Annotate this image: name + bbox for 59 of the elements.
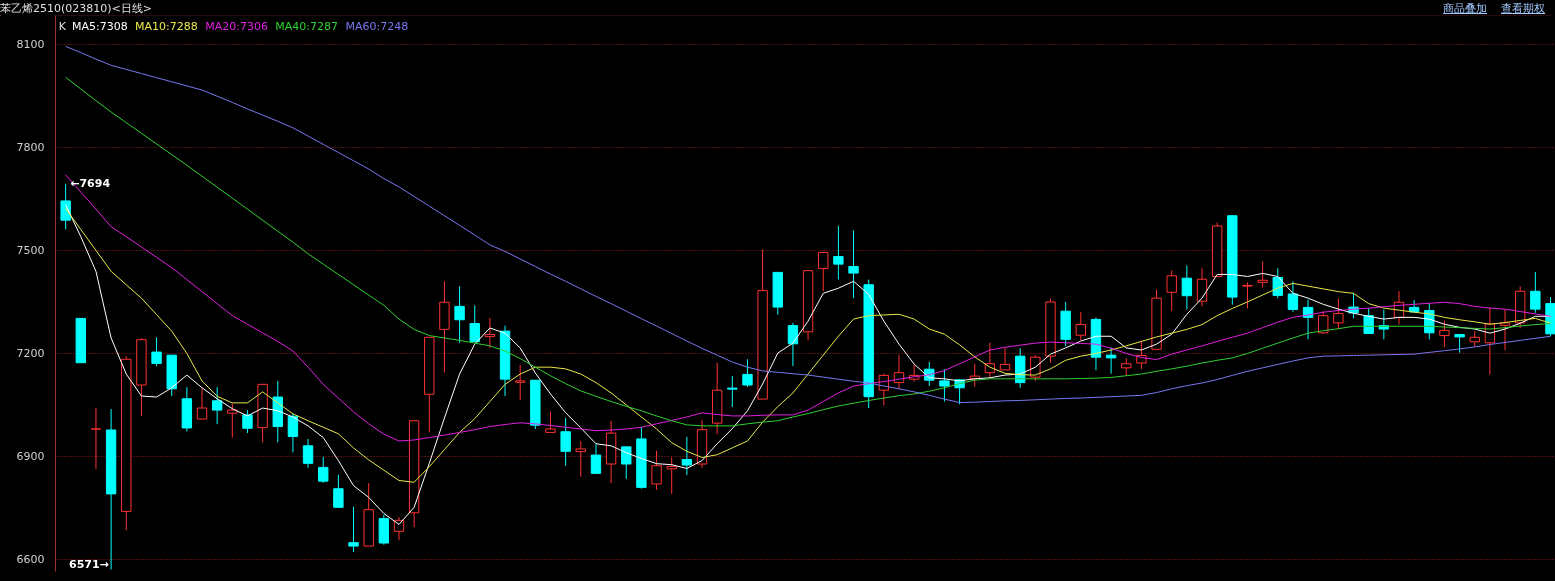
annotation: 6571→ bbox=[69, 557, 109, 571]
candlestick bbox=[1287, 280, 1299, 313]
candlestick bbox=[287, 412, 299, 453]
candlestick bbox=[515, 364, 526, 401]
chart-title: 苯乙烯2510(023810)<日线> bbox=[0, 2, 153, 15]
y-tick-label: 6600 bbox=[16, 553, 45, 567]
text: MA40:7287 bbox=[275, 20, 339, 34]
candlestick bbox=[227, 403, 238, 439]
candlestick bbox=[575, 440, 586, 478]
candlestick bbox=[727, 375, 738, 408]
candlestick bbox=[666, 456, 677, 495]
candlestick bbox=[1318, 310, 1329, 335]
candlestick bbox=[454, 285, 465, 344]
candlestick bbox=[90, 407, 102, 470]
candlestick bbox=[1105, 346, 1117, 375]
candlestick bbox=[999, 347, 1011, 371]
candlestick bbox=[651, 450, 662, 491]
candlestick bbox=[1530, 271, 1541, 314]
candlestick bbox=[939, 368, 950, 403]
candlestick bbox=[1181, 265, 1193, 310]
y-tick-label: 7500 bbox=[16, 244, 45, 258]
annotation: ←7694 bbox=[70, 177, 111, 191]
text: MA5:7308 bbox=[72, 20, 128, 34]
candlestick bbox=[1075, 311, 1086, 341]
candlestick bbox=[1257, 260, 1268, 288]
candlestick bbox=[242, 409, 253, 434]
candlestick bbox=[196, 387, 208, 420]
candlestick bbox=[590, 443, 602, 475]
candlestick bbox=[333, 474, 344, 509]
candlestick bbox=[302, 438, 314, 469]
candlestick bbox=[348, 506, 359, 553]
candlestick bbox=[621, 446, 632, 480]
candlestick bbox=[151, 336, 162, 367]
y-tick-label: 8100 bbox=[16, 38, 45, 52]
candlestick bbox=[681, 436, 693, 476]
text: 查看期权 bbox=[1501, 2, 1545, 15]
candlestick bbox=[1333, 297, 1344, 330]
text: MA10:7288 bbox=[135, 20, 198, 34]
candlestick bbox=[1454, 334, 1465, 354]
candlestick bbox=[848, 229, 859, 299]
candlestick bbox=[545, 410, 556, 433]
candlestick bbox=[1439, 319, 1450, 348]
text: MA60:7248 bbox=[345, 20, 409, 34]
candlestick bbox=[211, 386, 223, 425]
candlestick bbox=[318, 456, 329, 484]
text: MA20:7306 bbox=[205, 20, 268, 34]
candlestick bbox=[484, 317, 496, 349]
text: 商品叠加 bbox=[1443, 2, 1487, 15]
candlestick bbox=[469, 304, 480, 343]
candlestick bbox=[1166, 269, 1177, 312]
candlestick bbox=[742, 358, 753, 388]
candlestick bbox=[818, 251, 829, 292]
y-tick-label: 7200 bbox=[16, 347, 45, 361]
y-tick-label: 6900 bbox=[16, 450, 45, 464]
legend-title: K bbox=[58, 20, 67, 34]
candlestick bbox=[560, 417, 571, 467]
candlestick bbox=[833, 225, 844, 281]
candlestick bbox=[1242, 281, 1253, 309]
y-tick-label: 7800 bbox=[16, 141, 45, 155]
